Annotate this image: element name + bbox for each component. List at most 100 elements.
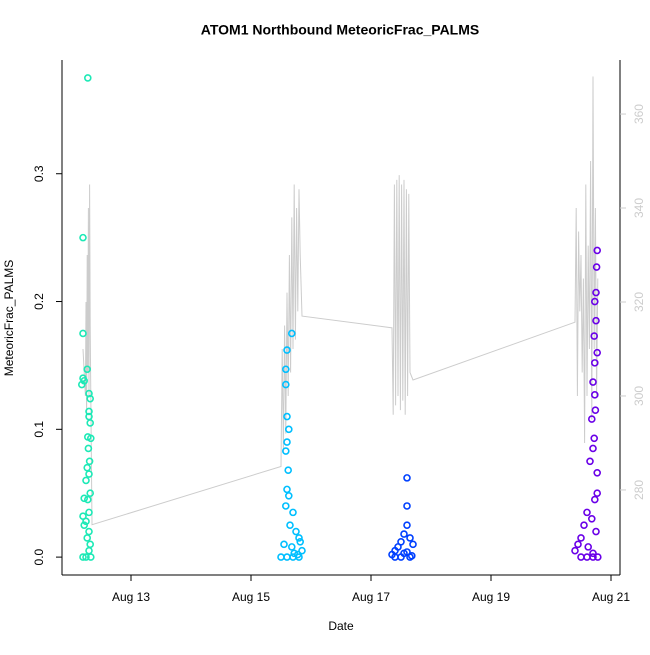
point	[82, 517, 90, 526]
point	[80, 376, 88, 385]
point	[590, 434, 599, 443]
point	[85, 412, 93, 421]
point	[409, 540, 417, 549]
point	[286, 521, 294, 529]
point	[79, 233, 87, 242]
y2-tick-label: 320	[632, 292, 646, 312]
point	[85, 457, 94, 466]
y-tick-label: 0.1	[32, 421, 46, 438]
point	[583, 508, 591, 517]
point	[403, 474, 411, 482]
y-axis-label: MeteoricFrac_PALMS	[2, 260, 16, 376]
point	[85, 527, 93, 536]
point	[584, 543, 593, 551]
x-axis-label: Date	[328, 619, 354, 633]
point	[577, 534, 585, 542]
point	[397, 553, 405, 561]
point	[590, 359, 599, 367]
point	[86, 489, 94, 498]
point	[295, 534, 303, 542]
point	[280, 540, 288, 549]
point	[283, 553, 291, 561]
point	[281, 447, 290, 455]
point	[83, 365, 91, 374]
point	[87, 434, 95, 443]
point	[580, 521, 588, 529]
point	[289, 508, 297, 517]
point	[277, 553, 285, 561]
point	[283, 485, 291, 494]
point	[589, 549, 597, 558]
point	[586, 457, 594, 466]
point	[284, 491, 293, 500]
point	[583, 553, 591, 561]
point	[403, 521, 411, 529]
point	[590, 391, 599, 399]
point	[290, 549, 299, 558]
point	[283, 412, 291, 421]
point	[587, 415, 596, 423]
point	[84, 74, 92, 82]
point	[85, 470, 93, 478]
point	[587, 514, 596, 523]
line-series	[82, 76, 599, 526]
point	[287, 543, 296, 551]
point	[593, 553, 602, 561]
point	[593, 468, 602, 477]
point	[292, 527, 300, 536]
point	[85, 508, 93, 517]
point	[85, 407, 93, 416]
point	[592, 316, 600, 325]
point	[298, 546, 306, 555]
point	[593, 489, 602, 498]
point	[589, 444, 597, 453]
point	[80, 494, 88, 503]
point	[281, 380, 290, 389]
point	[592, 263, 601, 271]
point	[590, 297, 599, 306]
point	[589, 378, 597, 386]
point	[577, 553, 585, 561]
point	[79, 329, 87, 338]
point	[283, 438, 291, 446]
point	[79, 553, 87, 561]
point	[281, 502, 290, 510]
x-tick-label: Aug 21	[592, 590, 630, 604]
point	[287, 329, 296, 338]
point	[284, 425, 293, 434]
point	[86, 394, 94, 403]
y2-tick-label: 340	[632, 198, 646, 218]
x-tick-label: Aug 13	[112, 590, 150, 604]
point	[83, 463, 91, 472]
point	[84, 444, 93, 453]
point	[592, 288, 600, 297]
point	[86, 540, 94, 549]
point	[591, 406, 600, 414]
point	[407, 552, 416, 560]
point	[593, 246, 602, 255]
point	[589, 553, 597, 561]
point	[85, 546, 93, 555]
point	[281, 365, 290, 374]
point	[293, 550, 302, 559]
y2-tick-label: 300	[632, 386, 646, 406]
point	[406, 534, 414, 542]
point	[593, 348, 602, 357]
x-tick-label: Aug 19	[472, 590, 510, 604]
y-tick-label: 0.3	[32, 165, 46, 182]
point	[400, 530, 408, 538]
x-tick-label: Aug 17	[352, 590, 390, 604]
chart-title: ATOM1 Northbound MeteoricFrac_PALMS	[201, 22, 479, 38]
y-tick-label: 0.2	[32, 293, 46, 310]
point	[86, 419, 94, 427]
point	[590, 332, 599, 340]
point	[83, 534, 91, 542]
point	[571, 546, 579, 555]
point	[574, 540, 582, 549]
y-tick-label: 0.0	[32, 548, 46, 565]
point	[403, 502, 411, 510]
point	[84, 495, 92, 504]
point	[87, 553, 95, 561]
point	[82, 553, 90, 561]
